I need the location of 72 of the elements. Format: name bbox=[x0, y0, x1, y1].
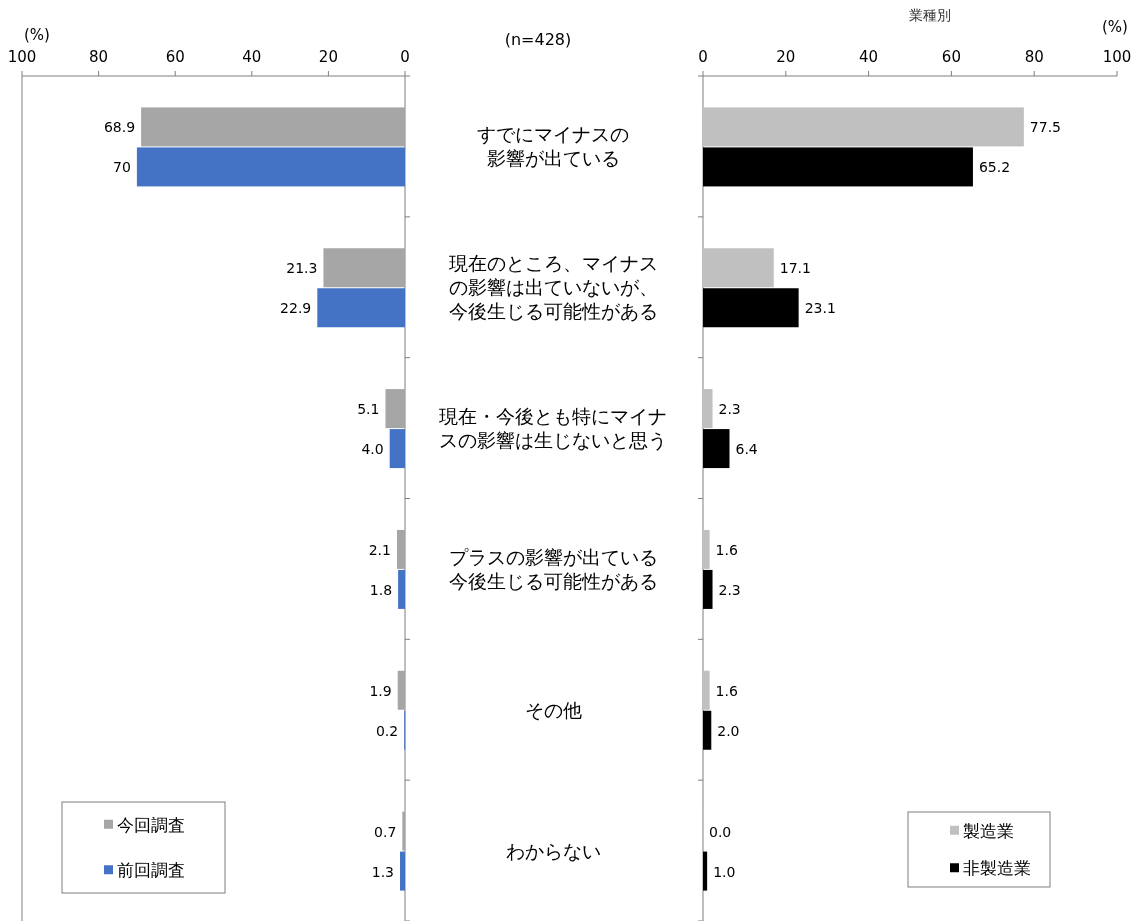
data-label: 17.1 bbox=[779, 260, 811, 277]
data-label: 1.8 bbox=[369, 581, 393, 598]
y-tick-label: プラスの影響が出ている今後生じる可能性がある bbox=[448, 545, 658, 592]
y-tick-label: わからない bbox=[505, 839, 601, 862]
data-label: 1.6 bbox=[715, 682, 738, 699]
data-label: 22.9 bbox=[280, 300, 312, 317]
bar bbox=[397, 670, 405, 710]
y-tick-label: その他 bbox=[524, 698, 582, 721]
x-tick-label: 40 bbox=[859, 48, 879, 66]
x-tick-label: 100 bbox=[7, 48, 37, 66]
x-tick-label: 80 bbox=[89, 48, 109, 66]
bar bbox=[703, 529, 710, 569]
bar bbox=[703, 569, 713, 609]
data-label: 2.3 bbox=[718, 581, 741, 598]
legend-label: 製造業 bbox=[963, 820, 1014, 841]
legend-label: 非製造業 bbox=[963, 858, 1031, 879]
bar bbox=[703, 389, 713, 429]
data-label: 6.4 bbox=[735, 441, 758, 458]
y-tick-label: すでにマイナスの影響が出ている bbox=[477, 123, 629, 170]
data-label: 2.3 bbox=[718, 401, 741, 418]
bar bbox=[396, 529, 405, 569]
x-tick-label: 60 bbox=[165, 48, 185, 66]
bar bbox=[141, 107, 405, 147]
x-tick-label: 80 bbox=[1024, 48, 1044, 66]
y-tick-label: 現在のところ、マイナスの影響は出ていないが、今後生じる可能性がある bbox=[448, 252, 658, 323]
data-label: 2.1 bbox=[368, 541, 391, 558]
bar bbox=[703, 288, 799, 328]
bar bbox=[703, 851, 708, 891]
bar bbox=[385, 389, 405, 429]
bar bbox=[703, 670, 710, 710]
data-label: 4.0 bbox=[361, 441, 384, 458]
x-tick-label: 20 bbox=[318, 48, 338, 66]
y-tick-label: 現在・今後とも特にマイナスの影響は生じないと思う bbox=[439, 405, 667, 452]
bar bbox=[402, 811, 405, 851]
bar bbox=[400, 851, 405, 891]
x-tick-label: 0 bbox=[400, 48, 410, 66]
bar bbox=[703, 248, 774, 288]
legend-label: 今回調査 bbox=[117, 814, 185, 835]
legend-label: 前回調査 bbox=[117, 860, 185, 881]
data-label: 77.5 bbox=[1029, 119, 1062, 136]
data-label: 1.9 bbox=[369, 682, 392, 699]
data-label: 23.1 bbox=[804, 300, 836, 317]
bar bbox=[703, 710, 712, 750]
bar bbox=[317, 288, 405, 328]
data-label: 5.1 bbox=[357, 401, 380, 418]
data-label: 21.3 bbox=[286, 260, 318, 277]
bar bbox=[323, 248, 405, 288]
x-tick-label: 100 bbox=[1102, 48, 1132, 66]
bar bbox=[136, 147, 405, 187]
data-label: 65.2 bbox=[978, 159, 1011, 176]
x-tick-label: 40 bbox=[242, 48, 262, 66]
data-label: 1.0 bbox=[713, 863, 736, 880]
x-tick-label: 60 bbox=[941, 48, 961, 66]
bar bbox=[703, 147, 973, 187]
data-label: 0.7 bbox=[374, 823, 397, 840]
data-label: 68.9 bbox=[103, 119, 136, 136]
data-label: 0.0 bbox=[709, 823, 732, 840]
bar bbox=[703, 107, 1024, 147]
data-label: 70 bbox=[113, 159, 131, 176]
x-axis-title: (%) bbox=[24, 26, 50, 44]
data-label: 2.0 bbox=[717, 722, 740, 739]
x-axis-title: (%) bbox=[1102, 18, 1128, 36]
chart-title: 業種別 bbox=[909, 7, 951, 23]
data-label: 1.6 bbox=[715, 541, 738, 558]
text: (n=428) bbox=[504, 30, 572, 49]
data-label: 1.3 bbox=[371, 863, 395, 880]
x-tick-label: 20 bbox=[776, 48, 796, 66]
x-tick-label: 0 bbox=[698, 48, 708, 66]
data-label: 0.2 bbox=[375, 722, 399, 739]
bar bbox=[703, 429, 730, 469]
bar bbox=[389, 429, 405, 469]
bar bbox=[398, 569, 405, 609]
